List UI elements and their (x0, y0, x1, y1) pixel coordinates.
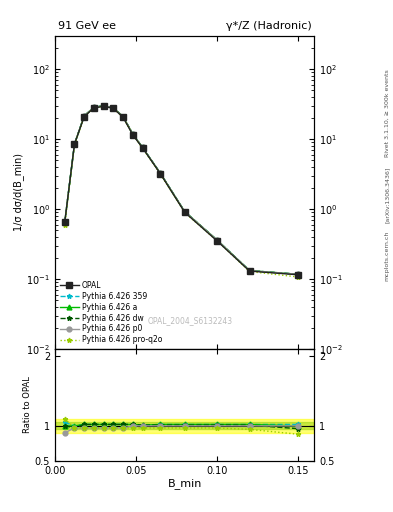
Bar (55, 422, 314, 430)
Text: [arXiv:1306.3436]: [arXiv:1306.3436] (385, 166, 389, 223)
Text: mcplots.cern.ch: mcplots.cern.ch (385, 231, 389, 281)
Bar (55, 419, 314, 433)
Text: 91 GeV ee: 91 GeV ee (58, 21, 116, 31)
Y-axis label: Ratio to OPAL: Ratio to OPAL (23, 376, 32, 433)
Y-axis label: 1/σ dσ/d(B_min): 1/σ dσ/d(B_min) (13, 154, 24, 231)
Text: Rivet 3.1.10, ≥ 300k events: Rivet 3.1.10, ≥ 300k events (385, 69, 389, 157)
Text: OPAL_2004_S6132243: OPAL_2004_S6132243 (147, 316, 233, 325)
Legend: OPAL, Pythia 6.426 359, Pythia 6.426 a, Pythia 6.426 dw, Pythia 6.426 p0, Pythia: OPAL, Pythia 6.426 359, Pythia 6.426 a, … (57, 278, 165, 348)
X-axis label: B_min: B_min (167, 478, 202, 489)
Text: γ*/Z (Hadronic): γ*/Z (Hadronic) (226, 21, 312, 31)
